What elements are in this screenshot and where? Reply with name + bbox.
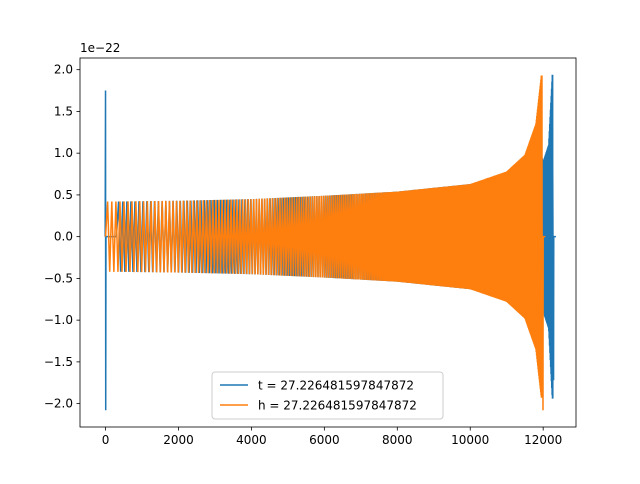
y-tick-label: −1.5 [44,355,73,369]
x-tick-label: 10000 [451,433,489,447]
legend-label: t = 27.226481597847872 [258,379,414,393]
x-tick-label: 6000 [309,433,340,447]
y-tick-label: 0.5 [54,188,73,202]
y-tick-label: −0.5 [44,271,73,285]
x-tick-label: 4000 [236,433,267,447]
series-layer [104,74,556,411]
y-tick-label: 1.0 [54,146,73,160]
x-tick-label: 0 [102,433,110,447]
series-line-2 [104,75,546,411]
y-tick-label: 1.5 [54,104,73,118]
x-axis-ticks: 0 2000 4000 6000 8000 10000 12000 [102,427,562,447]
y-tick-label: 2.0 [54,63,73,77]
y-axis-ticks: −2.0 −1.5 −1.0 −0.5 0.0 0.5 1.0 1.5 2.0 [44,63,80,411]
y-tick-label: 0.0 [54,230,73,244]
legend-box [211,371,444,420]
x-tick-label: 12000 [524,433,562,447]
x-tick-label: 2000 [163,433,194,447]
y-tick-label: −2.0 [44,397,73,411]
legend: t = 27.226481597847872 h = 27.22648159784… [211,371,444,420]
axes-frame [79,57,577,428]
legend-label: h = 27.226481597847872 [258,399,417,413]
x-tick-label: 8000 [382,433,413,447]
y-tick-label: −1.0 [44,313,73,327]
y-offset-label: 1e−22 [80,41,120,55]
